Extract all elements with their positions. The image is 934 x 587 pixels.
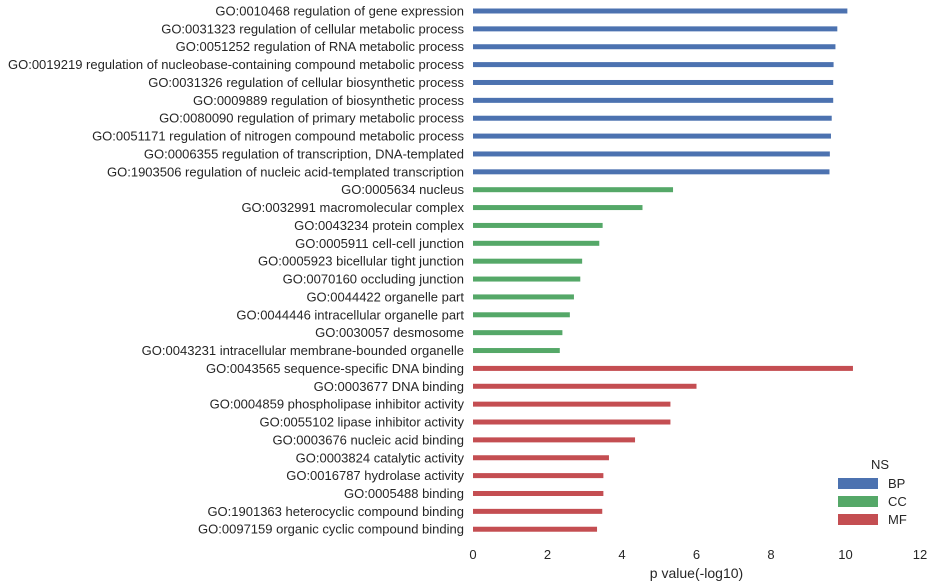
category-label: GO:0055102 lipase inhibitor activity — [259, 415, 464, 430]
category-label: GO:0044422 organelle part — [306, 289, 464, 304]
bar-mf — [473, 419, 671, 425]
bar-cc — [473, 330, 563, 336]
x-tick-label: 10 — [838, 547, 852, 562]
bar-mf — [473, 437, 636, 443]
x-tick-label: 8 — [767, 547, 774, 562]
x-tick-label: 2 — [544, 547, 551, 562]
category-label: GO:0005488 binding — [344, 486, 464, 501]
bar-cc — [473, 240, 600, 246]
bar-bp — [473, 44, 836, 50]
bar-cc — [473, 222, 603, 228]
bar-cc — [473, 276, 581, 282]
bars — [473, 8, 853, 532]
category-label: GO:0051171 regulation of nitrogen compou… — [92, 129, 464, 144]
bar-cc — [473, 348, 560, 354]
category-label: GO:0043234 protein complex — [294, 218, 464, 233]
x-axis-ticks: 0 2 4 6 8 10 12 — [469, 547, 927, 562]
category-label: GO:0043231 intracellular membrane-bounde… — [142, 343, 464, 358]
x-axis-label: p value(-log10) — [650, 565, 743, 581]
bar-bp — [473, 169, 830, 175]
category-label: GO:0031326 regulation of cellular biosyn… — [148, 75, 464, 90]
bar-mf — [473, 473, 604, 479]
legend-title: NS — [871, 457, 889, 472]
x-tick-label: 6 — [693, 547, 700, 562]
x-tick-label: 12 — [913, 547, 927, 562]
bar-bp — [473, 62, 834, 68]
category-label: GO:0006355 regulation of transcription, … — [144, 146, 464, 161]
category-label: GO:0004859 phospholipase inhibitor activ… — [210, 397, 465, 412]
x-tick-label: 0 — [469, 547, 476, 562]
bar-cc — [473, 294, 574, 300]
category-label: GO:0003677 DNA binding — [314, 379, 464, 394]
category-label: GO:0080090 regulation of primary metabol… — [159, 111, 464, 126]
bar-bp — [473, 97, 834, 103]
legend-swatch-cc — [838, 496, 878, 507]
bar-bp — [473, 8, 848, 14]
bar-mf — [473, 383, 697, 389]
legend-label-cc: CC — [888, 494, 907, 509]
category-label: GO:1903506 regulation of nucleic acid-te… — [107, 164, 464, 179]
category-label: GO:0031323 regulation of cellular metabo… — [161, 21, 464, 36]
legend-swatch-bp — [838, 478, 878, 489]
bar-cc — [473, 258, 583, 264]
bar-cc — [473, 205, 643, 211]
legend-label-mf: MF — [888, 512, 907, 527]
bar-mf — [473, 455, 609, 461]
category-label: GO:0005634 nucleus — [341, 182, 464, 197]
category-label: GO:0044446 intracellular organelle part — [236, 307, 464, 322]
category-label: GO:0032991 macromolecular complex — [241, 200, 464, 215]
category-label: GO:0019219 regulation of nucleobase-cont… — [8, 57, 465, 72]
category-label: GO:0009889 regulation of biosynthetic pr… — [193, 93, 465, 108]
category-label: GO:0030057 desmosome — [315, 325, 464, 340]
legend: NS BP CC MF — [838, 457, 907, 527]
bar-bp — [473, 79, 834, 85]
category-label: GO:0010468 regulation of gene expression — [215, 4, 464, 19]
bar-mf — [473, 508, 603, 514]
legend-swatch-mf — [838, 514, 878, 525]
category-label: GO:1901363 heterocyclic compound binding — [207, 504, 464, 519]
bar-cc — [473, 312, 570, 318]
legend-label-bp: BP — [888, 476, 905, 491]
bar-bp — [473, 133, 831, 139]
category-label: GO:0051252 regulation of RNA metabolic p… — [176, 39, 465, 54]
category-label: GO:0003676 nucleic acid binding — [272, 432, 464, 447]
category-labels: GO:0010468 regulation of gene expression… — [8, 4, 465, 537]
bar-bp — [473, 26, 838, 32]
category-label: GO:0005923 bicellular tight junction — [258, 254, 464, 269]
bar-mf — [473, 490, 604, 496]
bar-mf — [473, 365, 853, 371]
category-label: GO:0016787 hydrolase activity — [286, 468, 464, 483]
bar-mf — [473, 401, 671, 407]
x-tick-label: 4 — [618, 547, 625, 562]
category-label: GO:0043565 sequence-specific DNA binding — [206, 361, 464, 376]
category-label: GO:0003824 catalytic activity — [296, 450, 465, 465]
bar-cc — [473, 187, 674, 193]
category-label: GO:0097159 organic cyclic compound bindi… — [198, 522, 464, 537]
category-label: GO:0070160 occluding junction — [283, 272, 464, 287]
bar-mf — [473, 526, 598, 532]
bar-bp — [473, 151, 830, 157]
bar-bp — [473, 115, 832, 121]
category-label: GO:0005911 cell-cell junction — [295, 236, 464, 251]
